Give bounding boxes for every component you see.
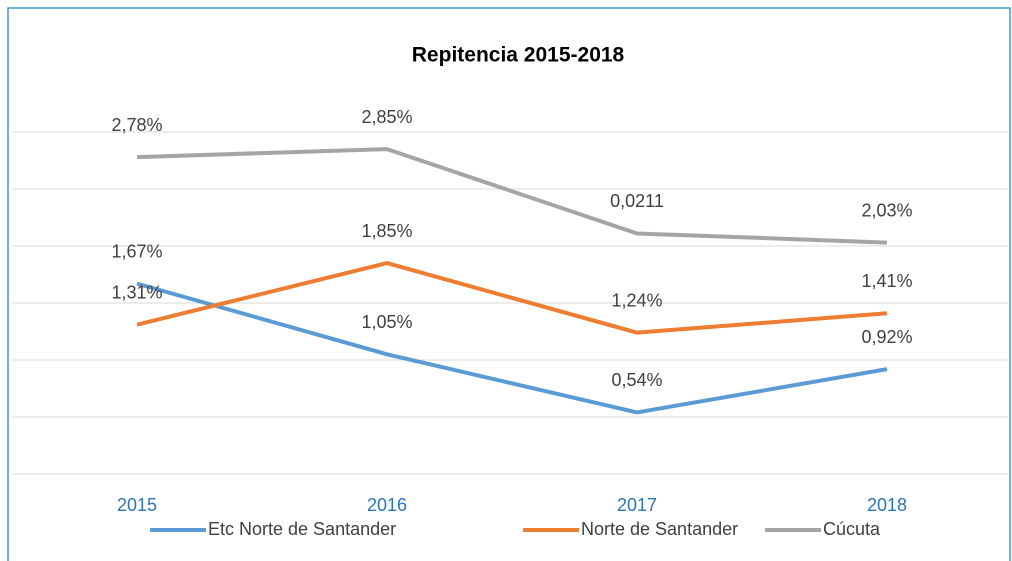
series-line bbox=[136, 281, 888, 415]
x-tick-label: 2015 bbox=[117, 495, 157, 515]
chart-title: Repitencia 2015-2018 bbox=[412, 44, 625, 67]
series-line bbox=[136, 147, 888, 245]
data-label: 2,03% bbox=[861, 200, 912, 220]
data-label: 0,54% bbox=[611, 370, 662, 390]
data-label: 1,41% bbox=[861, 271, 912, 291]
x-tick-label: 2017 bbox=[617, 495, 657, 515]
data-label: 1,05% bbox=[361, 312, 412, 332]
data-label: 1,67% bbox=[111, 241, 162, 261]
data-label: 2,78% bbox=[111, 115, 162, 135]
data-label: 2,85% bbox=[361, 107, 412, 127]
frame bbox=[7, 7, 1011, 561]
series-line bbox=[136, 261, 888, 335]
legend-label: Cúcuta bbox=[823, 519, 881, 539]
data-label: 1,85% bbox=[361, 221, 412, 241]
x-tick-label: 2018 bbox=[867, 495, 907, 515]
data-label: 1,31% bbox=[111, 282, 162, 302]
x-tick-label: 2016 bbox=[367, 495, 407, 515]
data-label: 0,92% bbox=[861, 327, 912, 347]
data-label: 1,24% bbox=[611, 290, 662, 310]
legend-label: Norte de Santander bbox=[581, 519, 738, 539]
data-label: 0,0211 bbox=[610, 191, 664, 211]
legend-label: Etc Norte de Santander bbox=[208, 519, 396, 539]
